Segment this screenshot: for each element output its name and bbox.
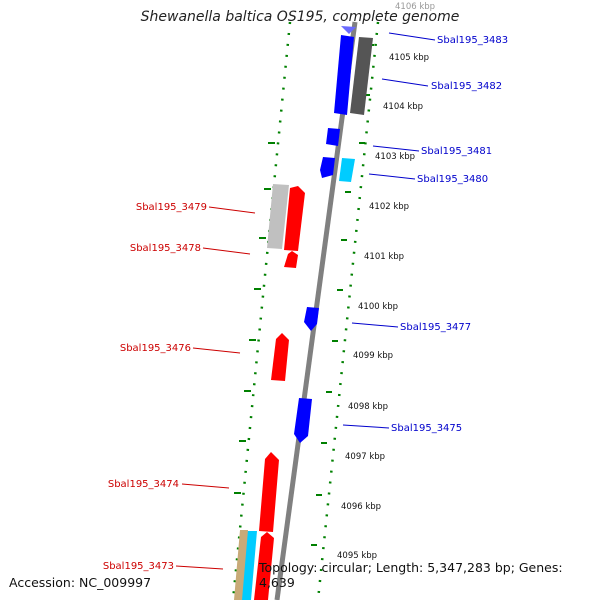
leader-line	[342, 424, 390, 429]
outer-track-guide	[231, 21, 292, 600]
gene-label-sbal195-3482[interactable]: Sbal195_3482	[431, 81, 502, 92]
gene-sbal195-3473-cyan[interactable]	[241, 531, 257, 600]
ruler-tick-labels: 4106 kbp 4105 kbp 4104 kbp 4103 kbp 4102…	[337, 2, 435, 561]
gene-sbal195-3480-cyan[interactable]	[339, 158, 355, 182]
gene-label-sbal195-3479[interactable]: Sbal195_3479	[136, 202, 207, 213]
leader-line	[175, 565, 224, 570]
gene-sbal195-3483-arrow[interactable]	[334, 35, 354, 115]
map-title: Shewanella baltica OS195, complete genom…	[140, 9, 460, 25]
leader-line	[208, 206, 256, 214]
gene-label-sbal195-3474[interactable]: Sbal195_3474	[108, 479, 179, 490]
ruler-label: 4100 kbp	[358, 302, 398, 312]
ruler-label: 4102 kbp	[369, 202, 409, 212]
accession-info: Accession: NC_009997	[9, 575, 152, 590]
ruler-label: 4104 kbp	[383, 102, 423, 112]
leader-line	[368, 173, 416, 180]
gene-label-sbal195-3475[interactable]: Sbal195_3475	[391, 423, 462, 434]
gene-sbal195-3479-grey[interactable]	[267, 184, 289, 249]
ruler-label: 4098 kbp	[348, 402, 388, 412]
leader-line	[372, 145, 420, 152]
leader-line	[381, 78, 429, 87]
gene-sbal195-3476[interactable]	[271, 333, 289, 381]
gene-sbal195-3478[interactable]	[284, 251, 298, 268]
gene-sbal195-3482[interactable]	[350, 37, 373, 115]
leader-line	[388, 32, 436, 41]
gene-label-sbal195-3476[interactable]: Sbal195_3476	[120, 343, 191, 354]
ruler-label: 4096 kbp	[341, 502, 381, 512]
gene-sbal195-3479[interactable]	[284, 186, 305, 251]
ruler-label: 4105 kbp	[389, 53, 429, 63]
ruler-tick-marks	[234, 44, 374, 546]
gene-sbal195-3474[interactable]	[259, 452, 279, 532]
gene-sbal195-3477[interactable]	[304, 307, 319, 331]
ruler-label: 4097 kbp	[345, 452, 385, 462]
ruler-label: 4101 kbp	[364, 252, 404, 262]
gene-label-sbal195-3473[interactable]: Sbal195_3473	[103, 561, 174, 572]
topology-info: Topology: circular; Length: 5,347,283 bp…	[259, 560, 563, 590]
gene-label-sbal195-3478[interactable]: Sbal195_3478	[130, 243, 201, 254]
leader-line	[181, 483, 230, 489]
gene-sbal195-3473-tan[interactable]	[234, 530, 248, 600]
gene-sbal195-3473-red[interactable]	[254, 532, 274, 600]
leader-line	[192, 347, 241, 354]
gene-sbal195-3475[interactable]	[294, 398, 312, 443]
leader-line	[351, 322, 399, 328]
ruler-label: 4095 kbp	[337, 551, 377, 561]
gene-sbal195-3480-blue[interactable]	[320, 157, 335, 178]
gene-label-sbal195-3480[interactable]: Sbal195_3480	[417, 174, 488, 185]
ruler-label: 4099 kbp	[353, 351, 393, 361]
gene-label-sbal195-3483[interactable]: Sbal195_3483	[437, 35, 508, 46]
inner-track-guide	[316, 21, 380, 600]
leader-line	[202, 247, 251, 255]
gene-label-sbal195-3481[interactable]: Sbal195_3481	[421, 146, 492, 157]
ruler-label: 4106 kbp	[395, 2, 435, 12]
gene-sbal195-3481[interactable]	[326, 128, 340, 146]
ruler-label: 4103 kbp	[375, 152, 415, 162]
gene-label-sbal195-3477[interactable]: Sbal195_3477	[400, 322, 471, 333]
gene-sbal195-3483-head[interactable]	[341, 26, 356, 34]
